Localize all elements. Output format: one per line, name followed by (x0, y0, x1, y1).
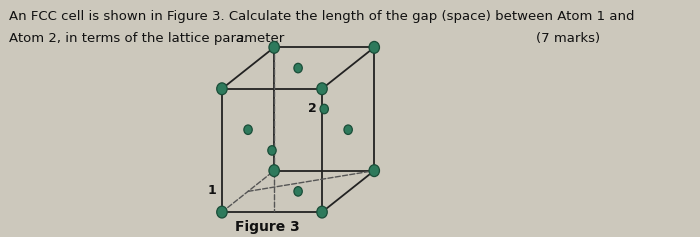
Circle shape (317, 83, 328, 95)
Circle shape (294, 187, 302, 196)
Circle shape (369, 41, 379, 53)
Circle shape (268, 146, 277, 155)
Circle shape (294, 63, 302, 73)
Circle shape (217, 83, 228, 95)
Text: 2: 2 (307, 101, 316, 114)
Circle shape (269, 165, 279, 177)
Text: Figure 3: Figure 3 (235, 220, 300, 234)
Circle shape (317, 206, 328, 218)
Circle shape (344, 125, 352, 134)
Text: An FCC cell is shown in Figure 3. Calculate the length of the gap (space) betwee: An FCC cell is shown in Figure 3. Calcul… (8, 10, 634, 23)
Circle shape (244, 125, 252, 134)
Circle shape (269, 41, 279, 53)
Text: (7 marks): (7 marks) (536, 32, 601, 45)
Circle shape (320, 104, 328, 114)
Circle shape (217, 206, 228, 218)
Text: a.: a. (235, 32, 247, 45)
Text: Atom 2, in terms of the lattice parameter: Atom 2, in terms of the lattice paramete… (8, 32, 288, 45)
Text: 1: 1 (207, 184, 216, 197)
Circle shape (369, 165, 379, 177)
